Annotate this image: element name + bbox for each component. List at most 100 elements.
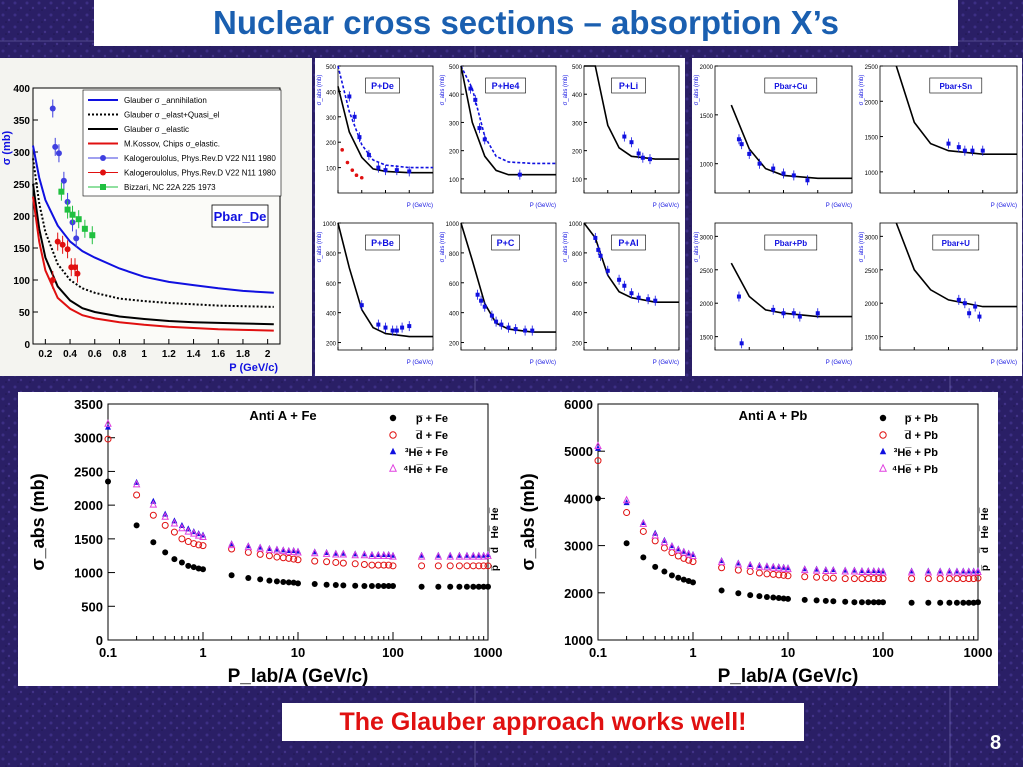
subplot-label-box [365,77,400,94]
x-tick-label: 10 [781,645,795,660]
data-point [974,574,982,582]
subplot-label: Pbar+U [942,239,970,248]
data-point [178,523,186,532]
data-point [674,545,683,554]
y-axis-label: σ_abs (mb) [317,232,323,263]
y-tick-label: 100 [13,276,30,287]
data-point [864,567,873,576]
y-axis-label: σ_abs (mb) [440,232,446,263]
data-point [774,563,783,572]
x-tick-label: 1 [689,645,696,660]
data-point [162,549,169,556]
y-tick-label: 4000 [564,491,593,506]
slide-caption: The Glauber approach works well! [282,703,804,741]
data-point [463,551,471,560]
legend-label: p̅ + Pb [904,413,938,425]
data-point [829,566,838,575]
data-point [390,328,395,333]
data-point [784,572,792,580]
x-axis-label: P (GeV/c) [530,360,556,366]
y-tick-label: 300 [572,121,583,127]
data-point [447,583,454,590]
data-point [482,137,487,142]
data-point [58,188,65,195]
data-point [200,566,206,573]
data-point [227,540,236,549]
data-point [380,583,387,590]
y-tick-label: 200 [326,141,337,147]
data-point [311,581,318,588]
panel-label-box [211,204,269,228]
data-point [245,574,252,581]
data-point [813,573,821,581]
data-point [69,211,76,218]
data-point [360,560,368,568]
chart-title: Anti A + Pb [739,408,808,423]
legend-label: Bizzari, NC 22A 225 1973 [124,183,216,192]
data-point [473,97,478,102]
subplot-label: Pbar+Sn [939,82,972,91]
data-point [734,559,743,568]
data-point [639,527,647,535]
data-point [170,518,179,527]
y-axis-label: σ_abs (mb) [694,232,700,263]
data-point [513,327,518,332]
data-point [617,277,622,282]
data-point [479,298,484,303]
data-point [81,225,88,232]
data-point [446,562,454,570]
y-tick-label: 400 [449,312,460,318]
legend-marker [879,414,887,422]
data-point [771,307,776,312]
y-tick-label: 2500 [74,464,103,479]
data-point [945,575,953,583]
y-tick-label: 0 [24,340,30,351]
data-point [622,283,627,288]
data-point [780,595,787,602]
y-tick-label: 6000 [564,397,593,412]
data-point [310,548,319,557]
data-point [273,578,280,585]
data-point [822,574,830,582]
data-point [953,567,961,576]
data-point [456,583,463,590]
y-tick-label: 300 [326,116,337,122]
x-tick-label: 0.1 [589,645,607,660]
data-point [379,551,388,559]
data-point [49,105,56,112]
data-point [332,558,340,566]
y-axis-label: σ_abs (mb) [563,75,569,106]
y-tick-label: 400 [449,93,460,99]
x-tick-label: 0.1 [99,645,117,660]
subplot-label: P+Al [618,238,638,248]
data-point [475,562,483,570]
y-tick-label: 2000 [865,302,879,308]
data-point [161,512,170,520]
data-point [684,549,693,558]
data-point [622,495,631,504]
data-point [256,543,265,552]
series-end-label: He̅ [489,525,501,538]
data-point [340,148,344,152]
y-axis-label: σ_abs (mb) [440,75,446,106]
data-point [339,549,348,558]
data-point [385,561,393,569]
data-point [389,562,397,570]
y-tick-label: 1000 [74,566,103,581]
data-point [653,298,658,303]
data-point [530,328,535,333]
data-point [841,566,850,575]
data-point [735,590,742,597]
data-point [623,499,630,506]
page-number: 8 [990,732,1002,754]
data-point [858,567,866,576]
data-point [455,562,463,570]
data-point [74,270,81,277]
x-tick-label: 0.8 [112,349,126,360]
data-point [874,567,883,576]
data-point [605,268,610,273]
data-point [850,575,858,583]
data-point [368,551,376,559]
data-point [49,277,56,283]
legend-label: Kalogeroulolus, Phys.Rev.D V22 N11 1980 [124,169,276,178]
